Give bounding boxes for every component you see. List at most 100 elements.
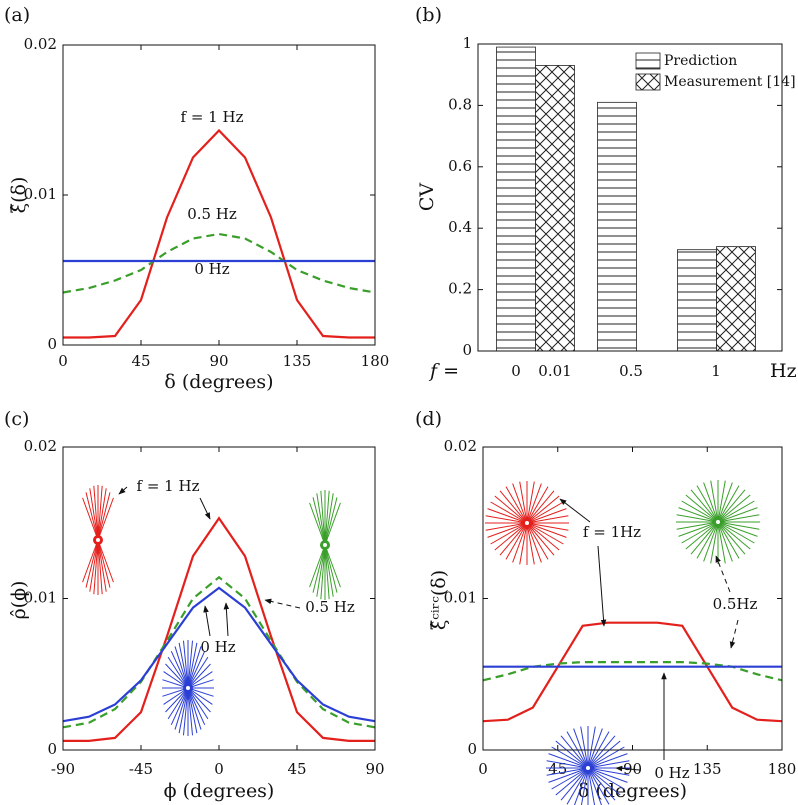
fiber-icon: [316, 544, 326, 597]
fiber-icon: [574, 767, 589, 805]
fiber-icon: [320, 490, 326, 546]
line-series: [482, 621, 783, 723]
fiber-icon: [512, 522, 528, 563]
fiber-icon: [187, 687, 194, 736]
fiber-icon: [587, 767, 630, 776]
fiber-icon-center: [96, 538, 100, 542]
fiber-icon: [490, 522, 528, 545]
y-tick-label: 0.02: [444, 437, 477, 455]
fiber-icon: [710, 480, 719, 523]
line-series: [62, 232, 376, 294]
fiber-icon: [587, 735, 616, 769]
fiber-icon: [187, 663, 211, 689]
fiber-icon: [526, 522, 560, 551]
fiber-icon: [97, 539, 107, 592]
fiber-icon: [499, 490, 528, 524]
fiber-icon: [170, 687, 189, 725]
fiber-icon: [685, 494, 719, 523]
fiber-icon: [178, 687, 189, 734]
fiber-icon: [324, 544, 330, 600]
y-tick-label: 0.02: [24, 437, 57, 455]
y-tick-label: 0.8: [448, 95, 472, 113]
x-tick-label: 90: [365, 760, 384, 778]
fiber-icon: [580, 726, 589, 769]
y-tick-label: 0: [462, 341, 472, 359]
series-annotation: 0.5Hz: [713, 595, 758, 613]
panel-label: (a): [4, 4, 30, 26]
y-tick-label: 1: [462, 34, 472, 52]
fiber-icon: [526, 522, 567, 538]
fiber-icon: [97, 497, 114, 541]
fiber-icon: [187, 687, 209, 720]
fiber-icon: [717, 507, 758, 523]
fiber-icon: [717, 514, 760, 523]
annotation-arrow: [715, 555, 731, 593]
fiber-icon: [696, 521, 719, 559]
fiber-icon: [167, 687, 189, 720]
y-tick-label: 0.6: [448, 157, 472, 175]
fiber-icon: [703, 521, 719, 562]
fiber-icon: [555, 767, 589, 796]
x-tick-label: 180: [768, 760, 797, 778]
y-tick-label: 0: [47, 740, 57, 758]
y-tick-label: 0.01: [24, 589, 57, 607]
series-annotation: 0.5 Hz: [305, 598, 355, 616]
fiber-icon: [324, 497, 338, 546]
fiber-icon: [165, 663, 189, 689]
line-series: [63, 516, 375, 742]
series-annotation: f = 1 Hz: [137, 477, 200, 495]
fiber-icon: [526, 490, 555, 524]
fiber-icon: [97, 539, 103, 595]
annotation-arrow: [199, 497, 211, 520]
fiber-icon: [717, 521, 760, 530]
fiber-icon: [82, 539, 99, 583]
fiber-icon: [187, 687, 202, 730]
fiber-icon: [485, 515, 528, 524]
fiber-icon: [676, 521, 719, 530]
fiber-icon: [717, 521, 740, 559]
fiber-icon: [487, 508, 528, 524]
x-tick-label: 0: [511, 362, 521, 380]
fiber-icon: [85, 492, 99, 541]
fiber-icon: [587, 760, 630, 769]
fiber-icon: [324, 493, 334, 546]
fiber-icon: [587, 740, 621, 769]
x-axis-label: δ (degrees): [164, 371, 273, 393]
fiber-icon: [89, 488, 99, 541]
fiber-icon: [519, 481, 528, 524]
fiber-icon: [580, 767, 589, 805]
fiber-icon: [717, 521, 726, 564]
fiber-icon: [89, 539, 99, 592]
plot-frame: [482, 446, 783, 751]
fiber-icon: [560, 767, 589, 801]
annotation-arrow: [615, 765, 641, 772]
bar: [597, 101, 637, 352]
fiber-icon: [324, 490, 330, 546]
fiber-icon: [526, 501, 564, 524]
fiber-icon: [187, 651, 206, 689]
fiber-icon: [717, 500, 755, 523]
fiber-icon: [703, 482, 719, 523]
fiber-icon: [505, 486, 528, 524]
fiber-icon-center: [323, 543, 327, 547]
bar: [496, 46, 536, 352]
fiber-icon: [717, 521, 751, 550]
fiber-icon: [587, 726, 596, 769]
fiber-icon: [587, 767, 602, 805]
series-annotation: 0 Hz: [200, 638, 235, 656]
x-tick-label: 0: [58, 352, 68, 370]
fiber-icon: [587, 767, 610, 805]
fiber-icon: [499, 522, 528, 556]
x-axis-unit: Hz: [770, 360, 797, 382]
x-tick-label: 135: [693, 760, 722, 778]
fiber-icon: [490, 501, 528, 524]
fiber-icon: [526, 508, 567, 524]
fiber-icon: [587, 728, 603, 769]
fiber-icon: [681, 521, 719, 544]
bar: [677, 249, 717, 352]
fiber-icon: [174, 646, 189, 689]
fiber-icon: [587, 767, 625, 790]
fiber-icon: [97, 485, 103, 541]
y-tick-label: 0.01: [444, 589, 477, 607]
